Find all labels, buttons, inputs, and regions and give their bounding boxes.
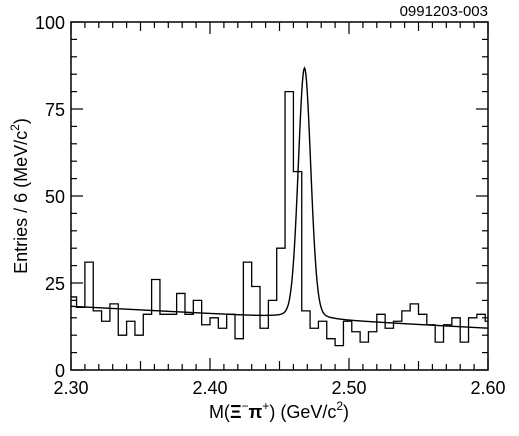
- histogram-bin: [71, 297, 77, 370]
- histogram-bin: [402, 311, 410, 370]
- histogram-bin: [427, 325, 435, 370]
- histogram-bin: [210, 318, 218, 370]
- y-tick-label: 75: [45, 100, 65, 120]
- fit-curve: [70, 66, 489, 329]
- histogram-bin: [268, 300, 276, 370]
- histogram-bin: [444, 325, 452, 370]
- histogram-bin: [93, 311, 101, 370]
- histogram-bin: [127, 321, 135, 370]
- histogram-bin: [85, 262, 93, 370]
- y-axis-label: Entries / 6 (MeV/c2): [8, 118, 31, 274]
- histogram-bin: [227, 314, 235, 370]
- histogram-bin: [77, 307, 85, 370]
- histogram-bin: [393, 321, 401, 370]
- histogram-bin: [202, 325, 210, 370]
- histogram-bin: [310, 328, 318, 370]
- y-axis: 0 25 50 75 100: [35, 13, 488, 381]
- histogram-bin: [435, 342, 443, 370]
- histogram-bin: [368, 332, 376, 370]
- histogram-bin: [168, 314, 176, 370]
- histogram-bin: [318, 321, 326, 370]
- histogram-bin: [460, 342, 468, 370]
- y-tick-label: 50: [45, 187, 65, 207]
- histogram-bin: [102, 321, 110, 370]
- histogram-bin: [293, 172, 301, 370]
- histogram-bin: [327, 339, 335, 370]
- histogram-bin: [410, 304, 418, 370]
- histogram-bin: [277, 248, 285, 370]
- x-tick-label: 2.60: [470, 378, 505, 398]
- histogram-bin: [185, 314, 193, 370]
- histogram-bins: [71, 92, 488, 370]
- histogram-bin: [343, 321, 351, 370]
- histogram-bin: [252, 286, 260, 370]
- histogram-bin: [218, 328, 226, 370]
- y-tick-label: 0: [55, 361, 65, 381]
- x-tick-label: 2.30: [53, 378, 88, 398]
- x-tick-label: 2.50: [331, 378, 366, 398]
- y-tick-label: 25: [45, 274, 65, 294]
- histogram-bin: [110, 304, 118, 370]
- x-tick-label: 2.40: [192, 378, 227, 398]
- histogram-bin: [302, 311, 310, 370]
- histogram-bin: [360, 342, 368, 370]
- x-axis: 2.30 2.40 2.50 2.60: [53, 22, 506, 398]
- x-axis-label: M(Ξ−π+) (GeV/c2): [209, 399, 349, 422]
- histogram-bin: [235, 339, 243, 370]
- histogram-bin: [143, 314, 151, 370]
- histogram-bin: [152, 280, 160, 370]
- histogram-bin: [469, 318, 477, 370]
- histogram-bin: [177, 293, 185, 370]
- histogram-bin: [419, 314, 427, 370]
- histogram-bin: [193, 300, 201, 370]
- histogram-bin: [135, 335, 143, 370]
- histogram-bin: [285, 92, 293, 370]
- histogram-bin: [243, 262, 251, 370]
- histogram-bin: [385, 328, 393, 370]
- histogram-bin: [118, 335, 126, 370]
- histogram-bin: [352, 332, 360, 370]
- histogram-outline: [71, 90, 488, 347]
- y-tick-label: 100: [35, 13, 65, 33]
- figure-id: 0991203-003: [400, 3, 488, 20]
- histogram-bin: [260, 328, 268, 370]
- histogram-bin: [335, 346, 343, 370]
- histogram-bin: [477, 314, 485, 370]
- histogram-bin: [160, 314, 168, 370]
